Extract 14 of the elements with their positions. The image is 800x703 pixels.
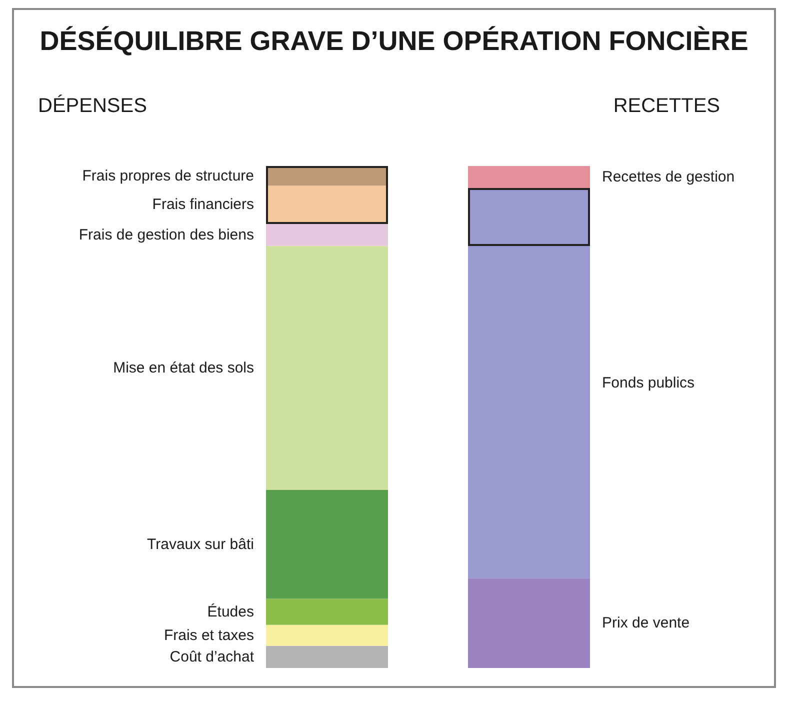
series-label: Fonds publics xyxy=(602,374,695,392)
series-label: Coût d’achat xyxy=(170,648,255,666)
x-tick-label: RECETTES xyxy=(613,95,720,117)
series-label: Frais financiers xyxy=(152,196,254,214)
series-label: Frais de gestion des biens xyxy=(78,226,254,244)
series-label: Prix de vente xyxy=(602,614,690,632)
series-label: Études xyxy=(207,602,254,620)
series-label: Recettes de gestion xyxy=(602,168,735,186)
series-label: Frais et taxes xyxy=(164,626,254,644)
x-tick-label: DÉPENSES xyxy=(38,94,147,117)
series-label: Frais propres de structure xyxy=(82,167,254,184)
series-label: Travaux sur bâti xyxy=(147,536,254,553)
series-label: Mise en état des sols xyxy=(113,359,254,376)
chart-title: DÉSÉQUILIBRE GRAVE D’UNE OPÉRATION FONCIÈRE xyxy=(38,26,750,57)
